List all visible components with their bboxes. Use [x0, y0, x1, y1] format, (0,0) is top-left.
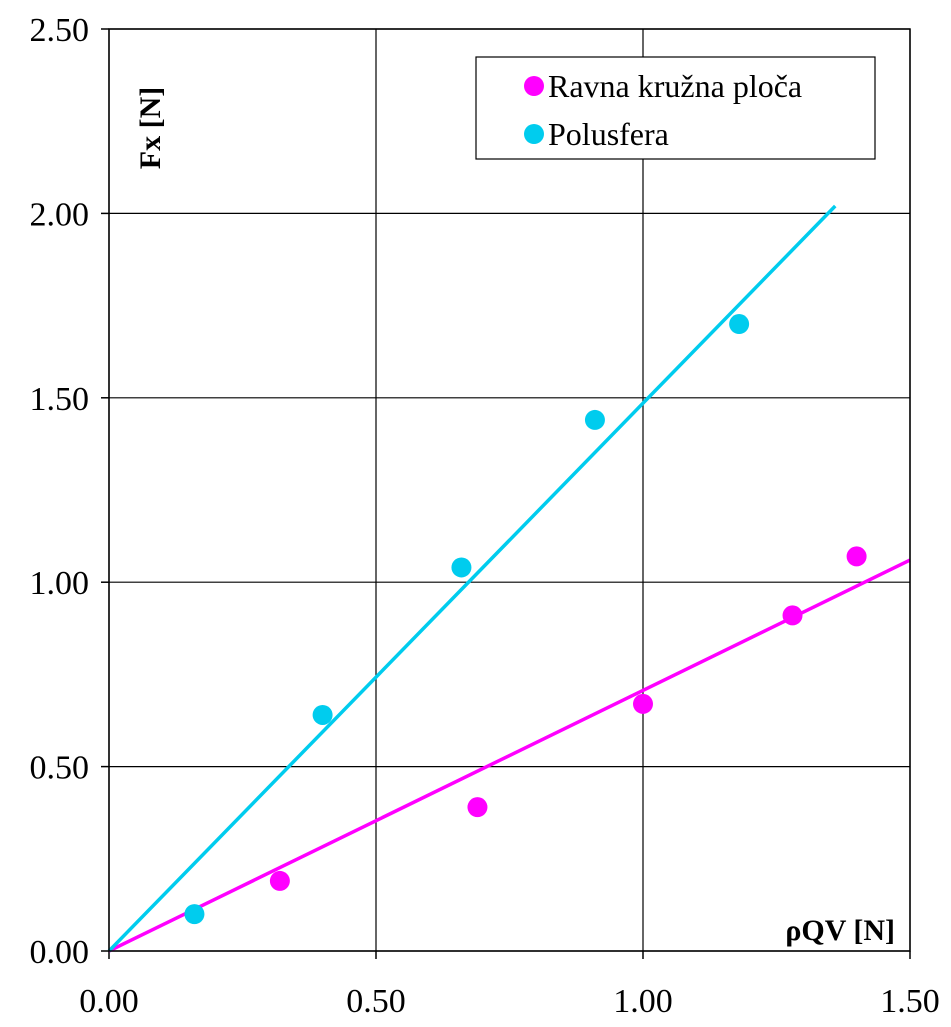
data-point-polusfera [312, 704, 333, 725]
trendline-ravna-kruzna-ploca [108, 558, 911, 953]
legend-marker-ravna-kruzna-ploca [524, 76, 544, 96]
grid-lines [101, 28, 911, 959]
x-tick-labels: 0.00 0.50 1.00 1.50 [79, 983, 940, 1020]
y-axis-title: Fx [N] [134, 87, 167, 169]
trendlines [107, 204, 911, 953]
data-point-ravna-kruzna-ploca [846, 546, 867, 567]
data-point-ravna-kruzna-ploca [269, 870, 290, 891]
data-points [184, 314, 867, 925]
legend-label-ravna-kruzna-ploca: Ravna kružna ploča [548, 68, 802, 104]
x-axis-title: ρQV [N] [785, 914, 895, 947]
y-tick-labels: 0.00 0.50 1.00 1.50 2.00 2.50 [30, 12, 90, 971]
y-tick-label: 2.00 [30, 196, 90, 233]
legend: Ravna kružna ploča Polusfera [475, 56, 876, 160]
data-point-ravna-kruzna-ploca [633, 693, 653, 714]
legend-box [475, 56, 876, 160]
x-tick-label: 0.50 [346, 983, 406, 1020]
data-point-polusfera [451, 557, 472, 578]
x-tick-label: 1.50 [880, 983, 940, 1020]
data-point-polusfera [184, 904, 205, 925]
data-point-ravna-kruzna-ploca [782, 605, 803, 626]
y-tick-label: 0.50 [30, 750, 90, 787]
legend-marker-polusfera [524, 124, 544, 144]
data-point-polusfera [584, 409, 605, 430]
x-tick-label: 0.00 [79, 983, 139, 1020]
data-point-polusfera [729, 314, 750, 335]
data-point-ravna-kruzna-ploca [467, 797, 488, 818]
plot-area-border [108, 28, 911, 952]
y-tick-label: 1.00 [30, 565, 90, 602]
y-tick-label: 2.50 [30, 12, 90, 49]
legend-label-polusfera: Polusfera [548, 116, 669, 152]
y-tick-label: 0.00 [30, 934, 90, 971]
y-tick-label: 1.50 [30, 381, 90, 418]
x-tick-label: 1.00 [613, 983, 673, 1020]
trendline-polusfera [107, 204, 837, 953]
